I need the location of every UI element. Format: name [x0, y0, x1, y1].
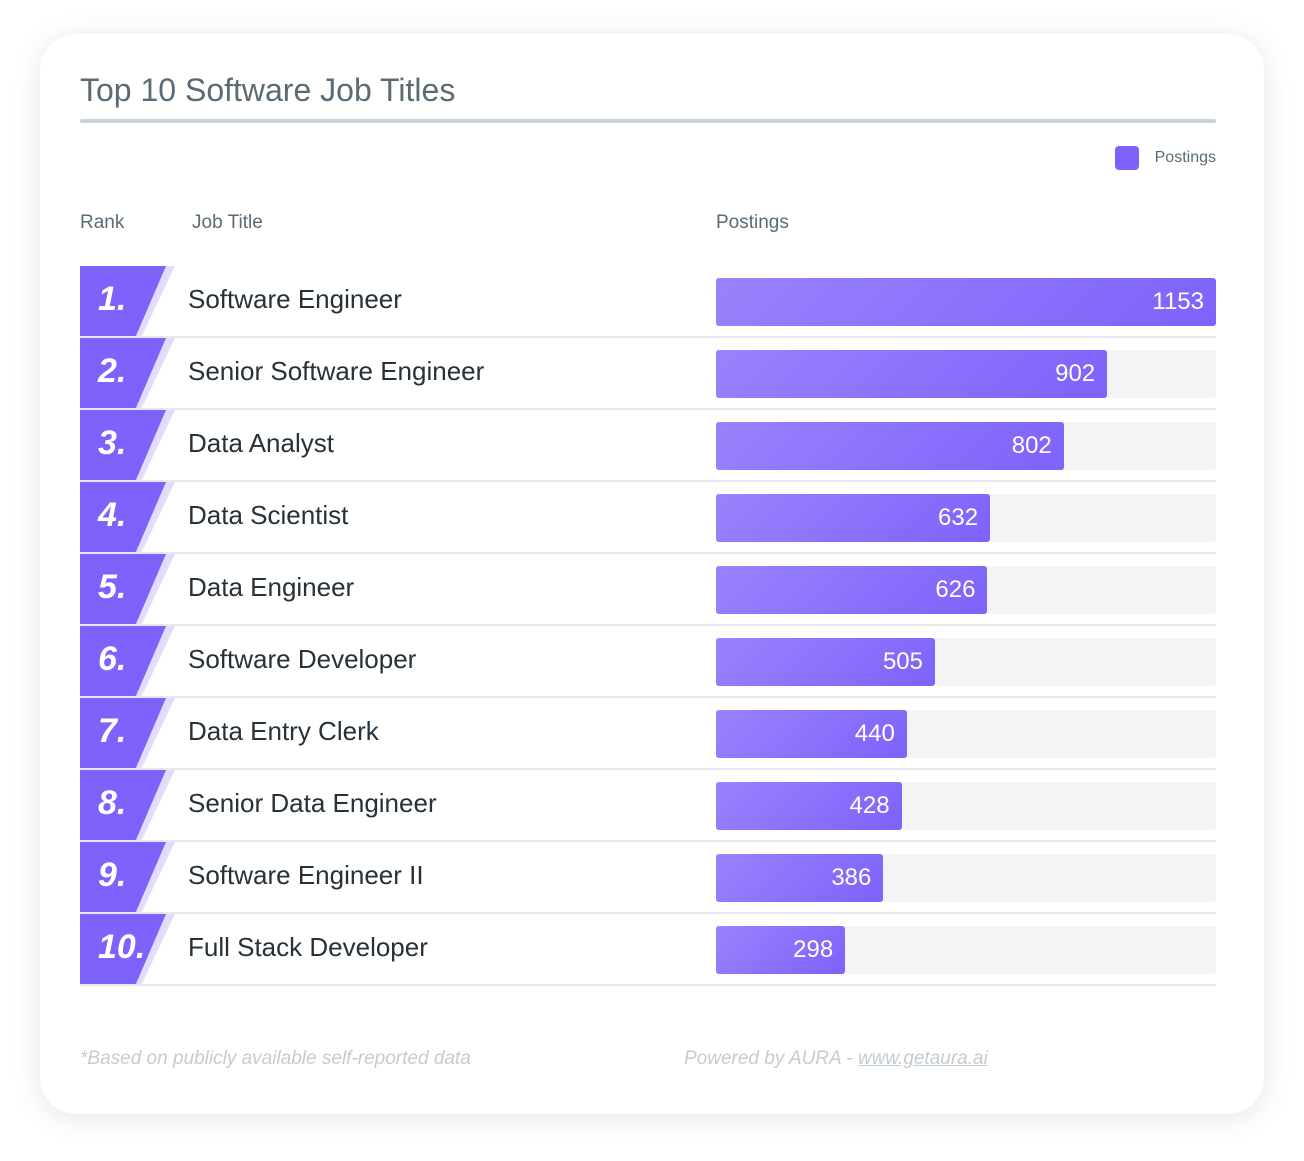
rank-number: 3. — [98, 424, 127, 462]
bar-track: 1153 — [716, 278, 1216, 326]
legend-label: Postings — [1154, 149, 1216, 166]
bar-track: 802 — [716, 422, 1216, 470]
bar-value-label: 632 — [938, 504, 979, 531]
bar-track: 440 — [716, 710, 1216, 758]
table-row: 4. Data Scientist 632 — [80, 482, 1216, 554]
header-rank: Rank — [80, 212, 125, 233]
bar-value-label: 298 — [793, 936, 834, 963]
bar-track: 386 — [716, 854, 1216, 902]
bar: 505 — [716, 638, 935, 686]
footnote: *Based on publicly available self-report… — [80, 1048, 471, 1069]
rank-number: 8. — [98, 784, 127, 822]
job-title: Senior Data Engineer — [188, 788, 437, 818]
job-title: Data Entry Clerk — [188, 716, 379, 746]
job-title: Senior Software Engineer — [188, 356, 485, 386]
rank-number: 7. — [98, 712, 127, 750]
bar: 802 — [716, 422, 1064, 470]
table-row: 6. Software Developer 505 — [80, 626, 1216, 698]
table-row: 2. Senior Software Engineer 902 — [80, 338, 1216, 410]
bar-value-label: 802 — [1011, 432, 1052, 459]
table-row: 1. Software Engineer 1153 — [80, 266, 1216, 338]
bar: 902 — [716, 350, 1108, 398]
legend-swatch — [1114, 146, 1139, 170]
powered-by-text: Powered by AURA - — [684, 1048, 858, 1069]
rank-number: 5. — [98, 568, 127, 606]
header-postings: Postings — [716, 212, 789, 233]
aura-link[interactable]: www.getaura.ai — [857, 1048, 988, 1069]
bar: 1153 — [716, 278, 1216, 326]
bar-value-label: 1153 — [1152, 288, 1204, 315]
legend: Postings — [1114, 146, 1216, 170]
table-row: 8. Senior Data Engineer 428 — [80, 770, 1216, 842]
header-job-title: Job Title — [192, 212, 263, 233]
rank-number: 4. — [98, 496, 127, 534]
bar: 386 — [716, 854, 884, 902]
table-row: 3. Data Analyst 802 — [80, 410, 1216, 482]
bar-track: 505 — [716, 638, 1216, 686]
bar: 428 — [716, 782, 902, 830]
bar-value-label: 902 — [1055, 360, 1096, 387]
bar: 298 — [716, 926, 846, 974]
rank-number: 10. — [98, 928, 146, 966]
rank-number: 9. — [98, 856, 127, 894]
bar-track: 626 — [716, 566, 1216, 614]
job-title: Data Analyst — [188, 428, 334, 458]
bar-value-label: 428 — [849, 792, 890, 819]
bar: 440 — [716, 710, 907, 758]
table-row: 5. Data Engineer 626 — [80, 554, 1216, 626]
job-title: Software Engineer — [188, 284, 402, 314]
bar-track: 902 — [716, 350, 1216, 398]
bar-value-label: 505 — [882, 648, 923, 675]
rank-number: 6. — [98, 640, 127, 678]
bar-track: 298 — [716, 926, 1216, 974]
job-title: Software Engineer II — [188, 860, 424, 890]
job-title: Data Scientist — [188, 500, 349, 530]
bar-track: 428 — [716, 782, 1216, 830]
bar: 626 — [716, 566, 988, 614]
title-divider — [80, 119, 1216, 123]
rank-number: 2. — [98, 352, 127, 390]
bar: 632 — [716, 494, 991, 542]
table-row: 9. Software Engineer II 386 — [80, 842, 1216, 914]
bar-value-label: 440 — [854, 720, 895, 747]
bar-track: 632 — [716, 494, 1216, 542]
rank-number: 1. — [98, 280, 127, 318]
job-title: Data Engineer — [188, 572, 355, 602]
powered-by: Powered by AURA - www.getaura.ai — [684, 1048, 988, 1070]
table-row: 7. Data Entry Clerk 440 — [80, 698, 1216, 770]
bar-value-label: 626 — [935, 576, 976, 603]
chart-title: Top 10 Software Job Titles — [80, 72, 456, 108]
job-title: Full Stack Developer — [188, 932, 428, 962]
job-title: Software Developer — [188, 644, 417, 674]
table-row: 10. Full Stack Developer 298 — [80, 914, 1216, 986]
bar-value-label: 386 — [831, 864, 872, 891]
